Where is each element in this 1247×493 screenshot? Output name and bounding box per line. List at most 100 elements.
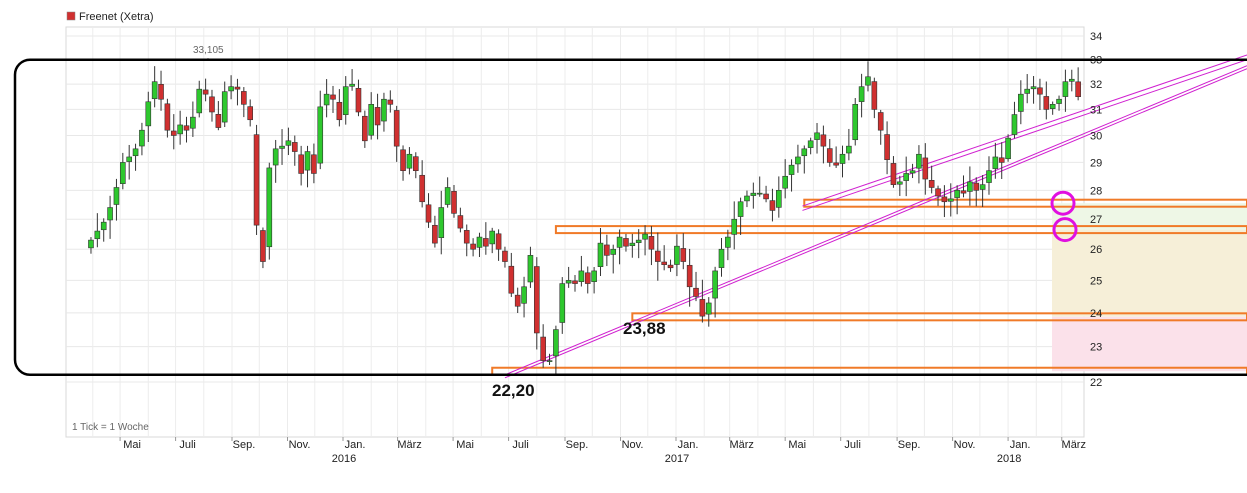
high-annotation: 33,105 (193, 45, 224, 56)
x-year-label: 2018 (997, 453, 1021, 465)
candle-body (986, 170, 992, 183)
candle-body (922, 157, 929, 180)
candle-body (967, 181, 973, 192)
candle-body (1062, 81, 1069, 97)
candle-body (400, 149, 406, 171)
candle-body (202, 89, 209, 95)
x-month-label: Nov. (954, 439, 976, 451)
candle-body (744, 195, 750, 202)
y-tick-label: 22 (1090, 377, 1102, 389)
x-month-label: Juli (844, 439, 861, 451)
candle-body (1043, 96, 1050, 110)
candle-body (502, 250, 508, 262)
y-tick-label: 32 (1090, 79, 1102, 91)
highlight-circle (1050, 190, 1076, 216)
candle-body (145, 101, 152, 127)
candle-body (1005, 137, 1011, 160)
legend: Freenet (Xetra) (66, 11, 154, 23)
candle-body (113, 187, 120, 205)
candle-body (221, 91, 228, 123)
candle-body (686, 264, 693, 288)
x-month-label: Nov. (622, 439, 644, 451)
candle-body (432, 224, 438, 244)
legend-swatch (66, 11, 76, 21)
x-month-label: Sep. (233, 439, 256, 451)
trend-lines (504, 54, 1247, 379)
candle-body (406, 153, 413, 169)
candle-body (1075, 81, 1081, 98)
candle-body (508, 265, 515, 294)
annotations (13, 58, 1247, 377)
candles (88, 61, 1081, 374)
candle-body (960, 190, 967, 194)
trend-line-upper (504, 65, 1247, 376)
x-year-label: 2016 (332, 453, 356, 465)
candle-body (241, 91, 247, 105)
candle-body (699, 299, 706, 317)
candle-body (973, 182, 980, 191)
y-tick-label: 33 (1090, 55, 1102, 67)
candle-body (572, 280, 578, 284)
candle-body (776, 190, 782, 208)
low-annotation-1: 22,20 (492, 381, 535, 400)
candle-body (514, 294, 521, 307)
candle-body (533, 266, 540, 334)
y-tick-label: 30 (1090, 130, 1102, 142)
candle-body (565, 280, 572, 284)
candle-body (795, 156, 801, 165)
candle-body (88, 239, 94, 249)
candle-body (807, 140, 814, 148)
highlight-circle (1052, 217, 1078, 243)
candle-body (298, 154, 304, 174)
support-line (554, 225, 1247, 235)
candle-body (782, 175, 788, 189)
y-tick-label: 34 (1090, 31, 1102, 43)
candle-body (941, 196, 948, 203)
tick-note: 1 Tick = 1 Woche (72, 422, 149, 433)
x-month-label: Mai (456, 439, 474, 451)
x-month-label: Nov. (289, 439, 311, 451)
candle-body (463, 230, 470, 244)
candle-body (655, 250, 661, 262)
candle-body (393, 110, 400, 147)
candle-body (438, 207, 445, 238)
candle-body (291, 142, 298, 152)
candle-body (330, 94, 336, 100)
x-month-label: Juli (512, 439, 529, 451)
candle-body (648, 236, 655, 250)
y-tick-label: 28 (1090, 185, 1102, 197)
candle-body (311, 154, 317, 174)
candle-body (712, 270, 718, 299)
candle-body (788, 164, 795, 175)
candle-body (718, 248, 725, 268)
low-annotation-2: 23,88 (623, 319, 666, 338)
candle-body (336, 101, 343, 121)
y-tick-label: 27 (1090, 214, 1102, 226)
candle-body (680, 248, 687, 262)
candle-body (903, 173, 909, 181)
channel-box (13, 58, 1247, 377)
candle-body (349, 83, 355, 87)
candle-body (483, 238, 489, 247)
x-month-label: März (729, 439, 753, 451)
candle-body (833, 162, 839, 166)
candle-body (457, 215, 464, 229)
x-month-label: Sep. (566, 439, 589, 451)
x-month-label: März (397, 439, 421, 451)
candle-body (597, 242, 604, 267)
y-tick-label: 29 (1090, 157, 1102, 169)
zone-pink (1052, 316, 1247, 372)
candle-body (107, 207, 113, 221)
candle-body (1030, 86, 1037, 90)
zone-yellow (1052, 229, 1247, 317)
candle-body (731, 218, 738, 235)
candle-body (387, 99, 394, 105)
legend-label: Freenet (Xetra) (79, 11, 154, 23)
x-month-label: März (1062, 439, 1086, 451)
candle-body (884, 134, 890, 160)
x-year-label: 2017 (665, 453, 689, 465)
candle-body (444, 187, 451, 205)
candle-body (234, 86, 241, 90)
candle-body (323, 93, 330, 106)
candle-body (667, 264, 674, 269)
